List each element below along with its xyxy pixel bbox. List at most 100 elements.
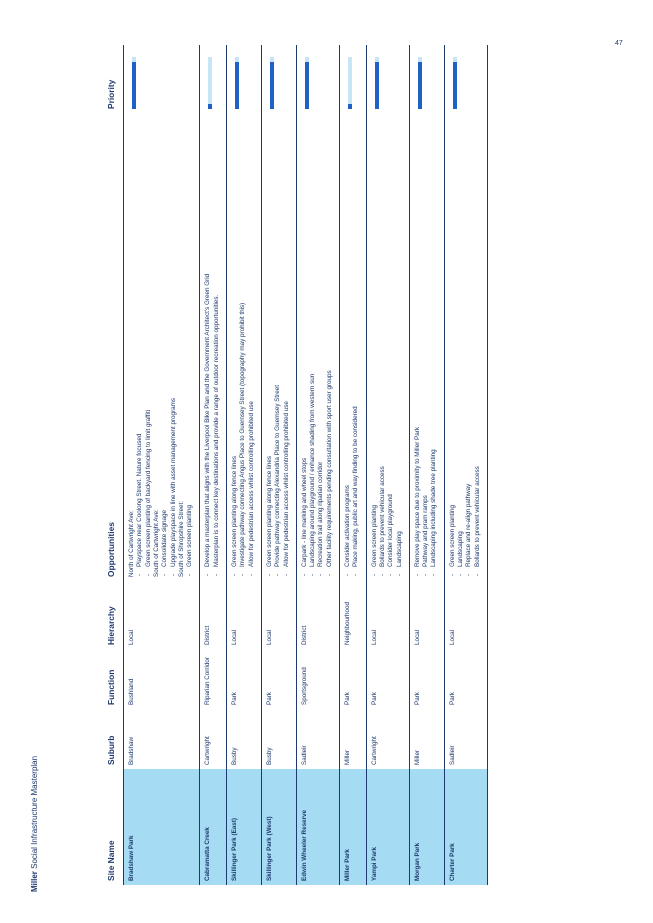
running-head: Miller Social Infrastructure Masterplan [30, 756, 39, 892]
priority-cell [444, 45, 488, 113]
function-cell: Park [366, 649, 410, 709]
header-opportunities: Opportunities [102, 113, 124, 581]
hierarchy-cell: Local [409, 581, 445, 649]
hierarchy-cell: Local [261, 581, 297, 649]
opportunities-list: North of Cartwright Ave:Playspace near C… [128, 117, 194, 577]
opportunity-item: Landscaping around playground / enhance … [309, 117, 317, 577]
site-name-cell: Edwin Wheeler Reserve [296, 769, 340, 885]
suburb-cell: Miller [339, 709, 367, 769]
site-name-cell: Skillinger Park (East) [226, 769, 262, 885]
priority-bar-fill [348, 103, 353, 109]
opportunity-item: Investigate pathway connecting Angus Pla… [239, 117, 247, 577]
priority-cell [199, 45, 227, 113]
priority-bar [374, 57, 379, 109]
priority-bar [132, 57, 137, 109]
site-name-cell: Charter Park [444, 769, 488, 885]
suburb-cell: Cartwright [366, 709, 410, 769]
opportunity-item: Provide pathway connecting Alexandria Pl… [274, 117, 282, 577]
opportunity-item: Landscaping [457, 117, 465, 577]
function-cell: Riparian Corridor [199, 649, 227, 709]
site-name-cell: Cabramatta Creek [199, 769, 227, 885]
opportunities-list: Consider activation programsPlace making… [344, 117, 361, 577]
priority-bar [452, 57, 457, 109]
table-body: Bradshaw Park Bradshaw Bushland Local North … [123, 45, 488, 885]
opportunity-item: Develop a masterplan that aligns with th… [204, 117, 212, 577]
priority-cell [261, 45, 297, 113]
opportunities-list: Green screen plantingLandscapingReplace … [449, 117, 482, 577]
priority-bar [269, 57, 274, 109]
function-cell: Sportsground [296, 649, 340, 709]
table-wrapper: Site Name Suburb Function Hierarchy Oppo… [102, 45, 582, 885]
site-name-cell: Bradshaw Park [123, 769, 200, 885]
opportunities-cell: Green screen plantingLandscapingReplace … [444, 113, 488, 581]
opportunity-item: Green screen planting along fence lines [266, 117, 274, 577]
opportunity-item: Allow for pedestrian access whilst contr… [283, 117, 291, 577]
opportunity-item: Playspace near Coolong Street. Nature fo… [136, 117, 144, 577]
running-head-brand: Miller [30, 871, 39, 892]
opportunity-item: Landscaping [396, 117, 404, 577]
opportunities-list: Develop a masterplan that aligns with th… [204, 117, 221, 577]
suburb-cell: Sadleir [296, 709, 340, 769]
opportunity-item: Green screen planting [371, 117, 379, 577]
opportunity-item: Pathway and pram ramps [422, 117, 430, 577]
priority-cell [366, 45, 410, 113]
site-name-cell: Morgan Park [409, 769, 445, 885]
opportunity-item: Green screen planting [449, 117, 457, 577]
table-row: Cabramatta Creek Cartwright Riparian Corri… [199, 45, 227, 885]
header-priority: Priority [102, 45, 124, 113]
opportunities-list: Green screen planting along fence linesP… [266, 117, 291, 577]
opportunity-item: Bollards to prevent vehicular access [379, 117, 387, 577]
table-header-row: Site Name Suburb Function Hierarchy Oppo… [102, 45, 124, 885]
opportunity-item: Consolidate signage [161, 117, 169, 577]
hierarchy-cell: Local [123, 581, 200, 649]
site-name-cell: Yampi Park [366, 769, 410, 885]
header-function: Function [102, 649, 124, 709]
suburb-cell: Busby [226, 709, 262, 769]
opportunities-cell: Carpark - line marking and wheel stopsLa… [296, 113, 340, 581]
opportunity-subheading: South of Cartwright Ave: [152, 509, 160, 577]
opportunity-item: Other facility requirements pending cons… [326, 117, 334, 577]
table-row: Edwin Wheeler Reserve Sadleir Sportsground… [296, 45, 340, 885]
opportunity-item: Green screen planting of backyard fencin… [145, 117, 153, 577]
hierarchy-cell: Neighbourhood [339, 581, 367, 649]
opportunity-item: Bollards to prevent vehicular access [474, 117, 482, 577]
opportunity-item: Green screen planting [186, 117, 194, 577]
priority-cell [226, 45, 262, 113]
opportunities-list: Green screen planting along fence linesI… [231, 117, 256, 577]
priority-bar [304, 57, 309, 109]
priority-bar [417, 57, 422, 109]
priority-bar-fill [132, 62, 137, 109]
opportunity-item: Consider local playground [387, 117, 395, 577]
opportunity-item: Replace and re-align pathway [465, 117, 473, 577]
priority-bar [235, 57, 240, 109]
hierarchy-cell: Local [366, 581, 410, 649]
priority-bar-fill [374, 62, 379, 109]
opportunities-cell: Green screen planting along fence linesP… [261, 113, 297, 581]
suburb-cell: Miller [409, 709, 445, 769]
hierarchy-cell: Local [444, 581, 488, 649]
priority-cell [409, 45, 445, 113]
hierarchy-cell: Local [226, 581, 262, 649]
running-head-title: Social Infrastructure Masterplan [30, 755, 39, 872]
header-hierarchy: Hierarchy [102, 581, 124, 649]
function-cell: Park [339, 649, 367, 709]
opportunities-list: Remove play space due to proximity to Mi… [414, 117, 439, 577]
suburb-cell: Cartwright [199, 709, 227, 769]
opportunity-item: Landscaping including shade tree plantin… [430, 117, 438, 577]
opportunities-table: Site Name Suburb Function Hierarchy Oppo… [102, 45, 488, 885]
hierarchy-cell: District [199, 581, 227, 649]
function-cell: Park [409, 649, 445, 709]
opportunity-item: Consider activation programs [344, 117, 352, 577]
opportunities-cell: Develop a masterplan that aligns with th… [199, 113, 227, 581]
opportunities-cell: North of Cartwright Ave:Playspace near C… [123, 113, 200, 581]
function-cell: Park [261, 649, 297, 709]
opportunity-item: Upgrade playspace in line with asset man… [170, 117, 178, 577]
priority-bar [208, 57, 213, 109]
function-cell: Bushland [123, 649, 200, 709]
opportunities-list: Carpark - line marking and wheel stopsLa… [301, 117, 334, 577]
page-number: 47 [615, 40, 623, 47]
opportunity-item: Place making, public art and way finding… [352, 117, 360, 577]
